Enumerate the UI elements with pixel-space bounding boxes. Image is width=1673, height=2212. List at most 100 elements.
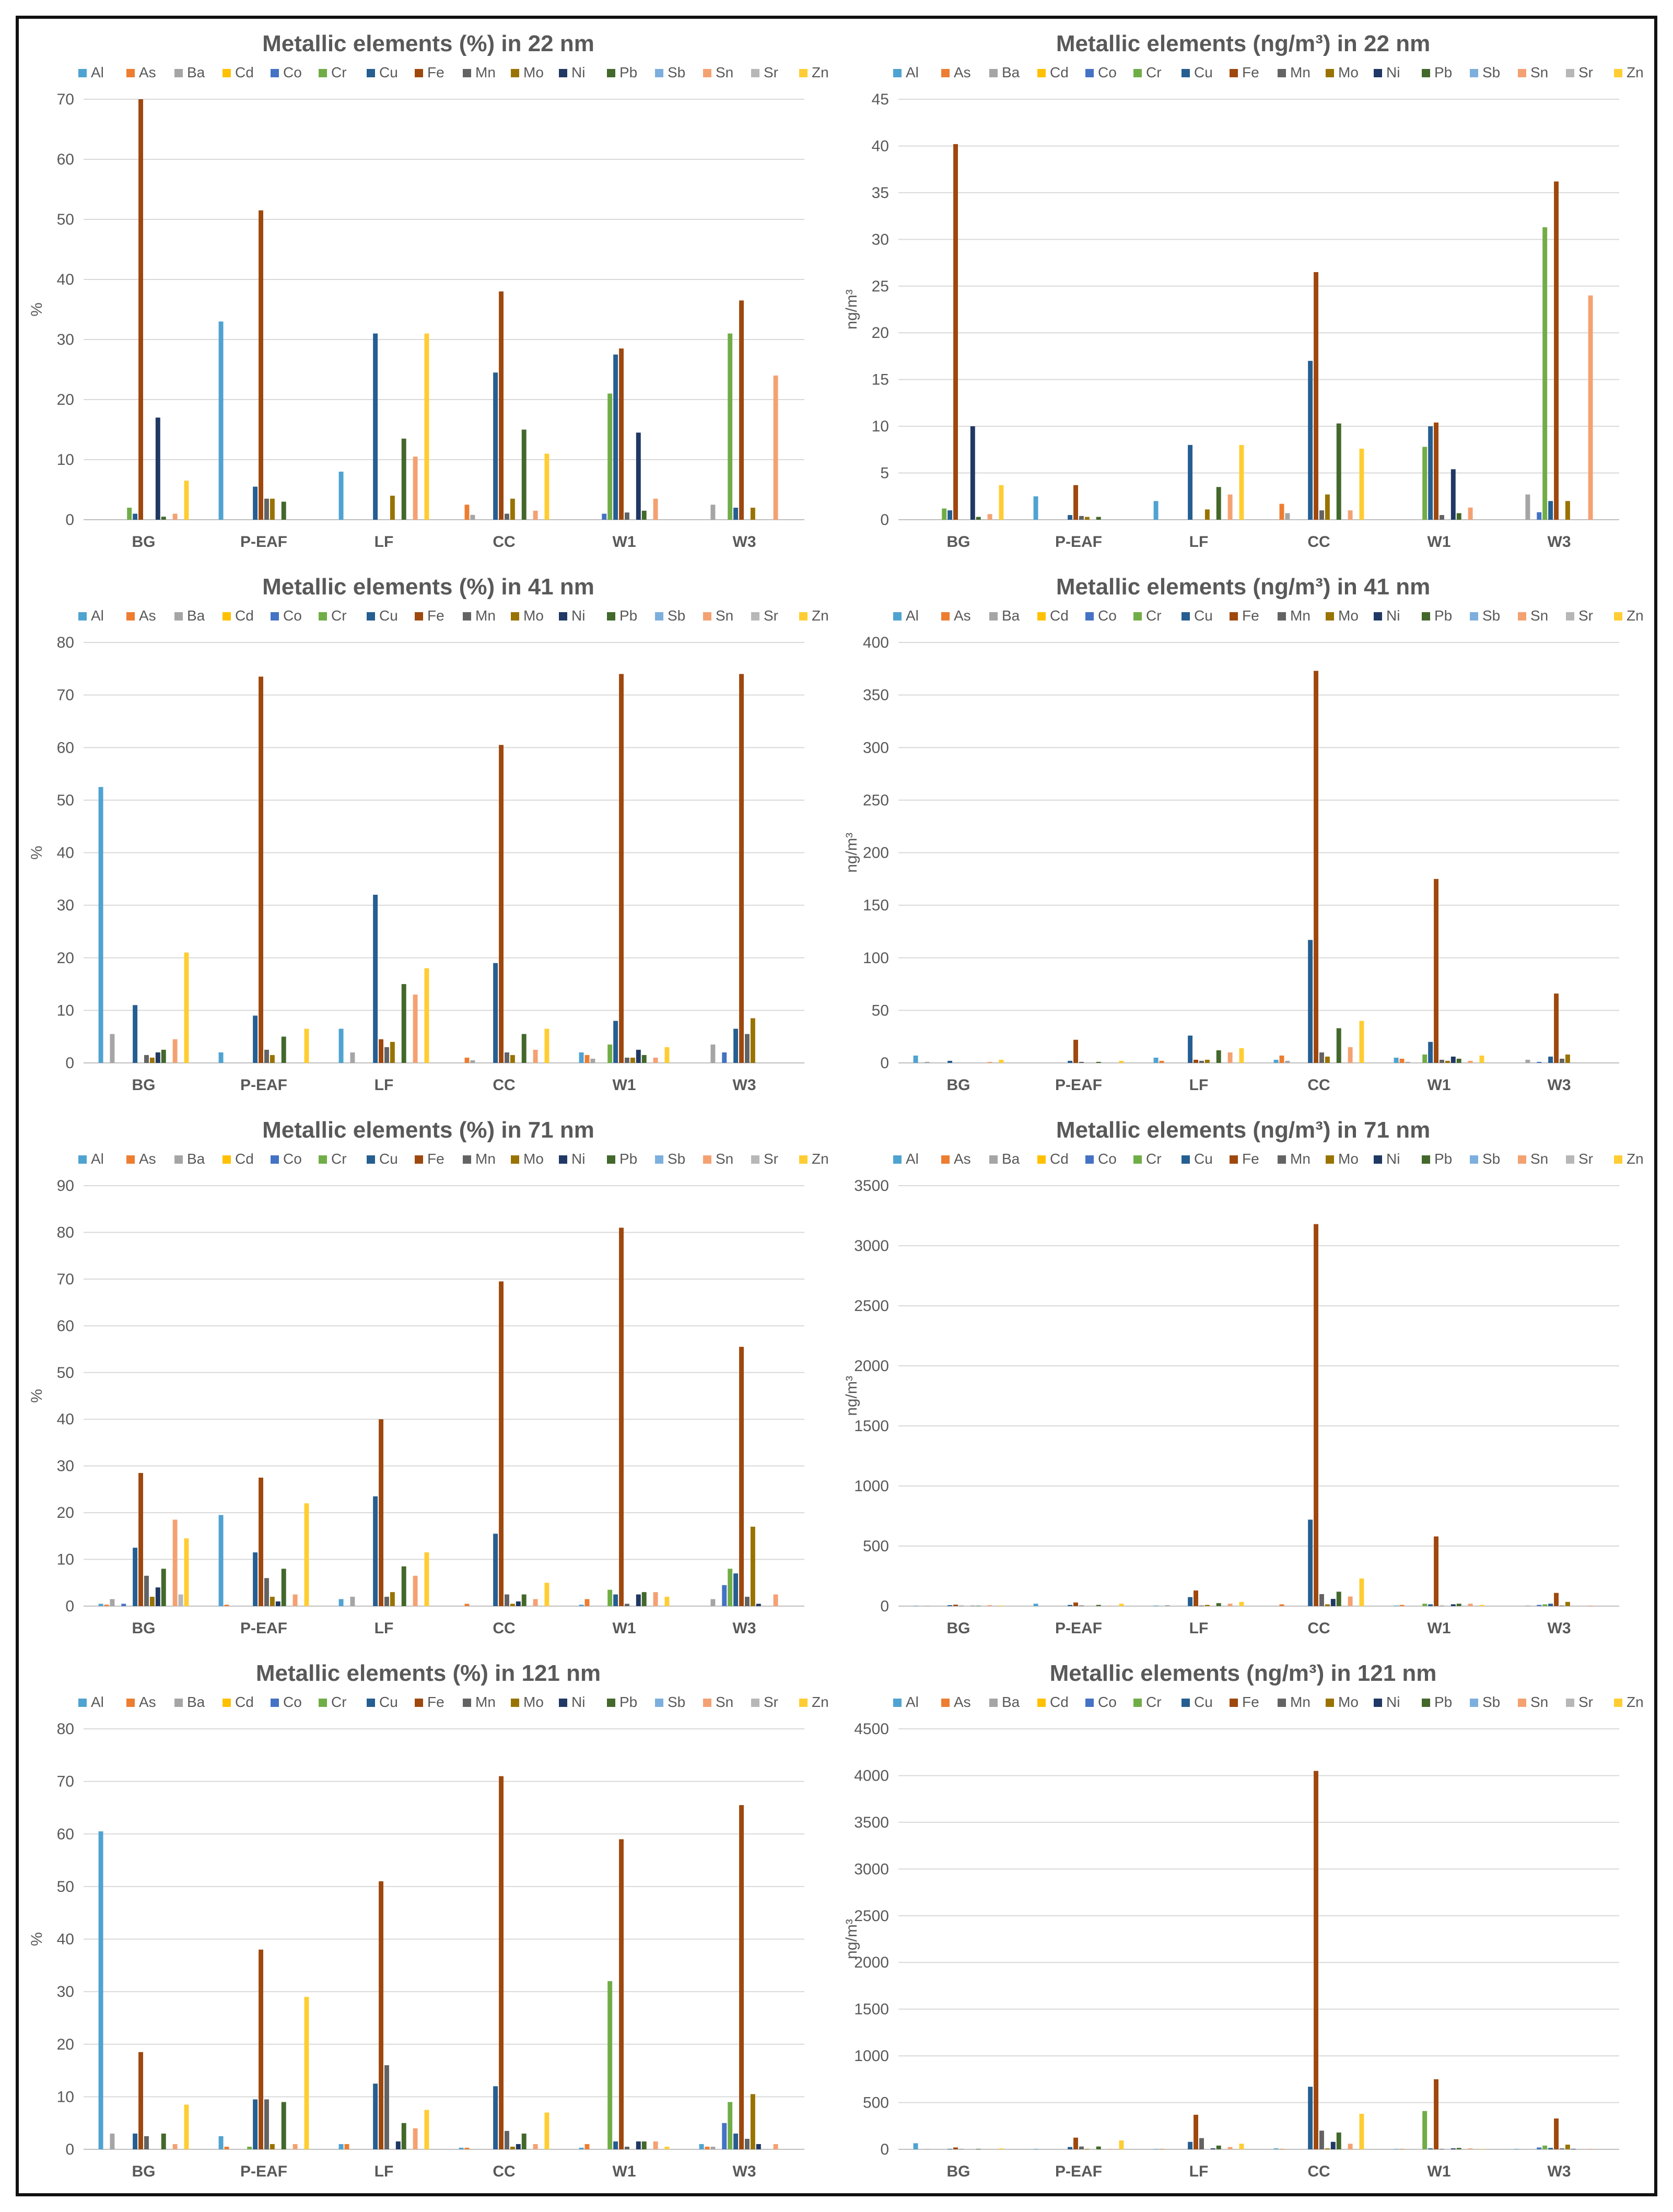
- bar-cu-p-eaf: [1068, 2147, 1073, 2149]
- legend-swatch-cd: [223, 1155, 231, 1164]
- x-tick-label: BG: [132, 1620, 156, 1637]
- bar-fe-bg: [953, 2147, 958, 2149]
- legend-swatch-cd: [1037, 1699, 1046, 1707]
- bar-pb-bg: [161, 517, 166, 520]
- x-tick-label: P-EAF: [240, 1076, 287, 1094]
- legend-swatch-mo: [1326, 1699, 1334, 1707]
- y-tick-label: 20: [57, 1504, 74, 1522]
- bar-mo-lf: [1204, 1059, 1210, 1063]
- bar-co-w1: [602, 513, 607, 520]
- x-tick-label: P-EAF: [240, 533, 287, 551]
- legend-swatch-sn: [1518, 612, 1526, 621]
- legend-swatch-as: [941, 1155, 950, 1164]
- legend-swatch-pb: [1422, 1155, 1430, 1164]
- bar-fe-w1: [1434, 2079, 1438, 2149]
- legend-swatch-co: [1085, 612, 1094, 621]
- bar-pb-lf: [1216, 2145, 1221, 2149]
- bar-sn-cc: [533, 1049, 538, 1063]
- bar-mn-cc: [1319, 2131, 1324, 2149]
- legend-label-sn: Sn: [1530, 607, 1548, 624]
- y-tick-label: 40: [57, 1931, 74, 1948]
- x-tick-label: LF: [375, 1076, 394, 1094]
- legend-swatch-ba: [989, 612, 998, 621]
- legend-swatch-ba: [174, 1699, 183, 1707]
- y-axis-label: %: [28, 846, 45, 860]
- x-tick-label: BG: [947, 1620, 970, 1637]
- bar-al-cc: [1273, 1059, 1279, 1063]
- bar-cu-w1: [613, 1021, 618, 1063]
- legend-swatch-ni: [1374, 612, 1382, 621]
- legend-swatch-mn: [1278, 69, 1286, 77]
- bar-as-lf: [1159, 1060, 1164, 1063]
- y-tick-label: 4500: [854, 1721, 889, 1738]
- bar-mo-cc: [1325, 2148, 1330, 2149]
- bar-ni-w1: [636, 1049, 641, 1063]
- y-tick-label: 350: [863, 687, 889, 704]
- legend-swatch-sn: [703, 1699, 711, 1707]
- legend-label-mn: Mn: [1290, 1694, 1311, 1710]
- y-tick-label: 50: [57, 792, 74, 809]
- legend-label-as: As: [954, 64, 971, 80]
- bar-as-w1: [584, 1055, 590, 1063]
- y-tick-label: 10: [872, 418, 889, 435]
- chart-pct41: Metallic elements (%) in 41 nm Al As Ba Cd Co…: [28, 574, 829, 1094]
- bar-mn-w3: [745, 1034, 750, 1063]
- legend-label-sr: Sr: [764, 607, 778, 624]
- legend-label-al: Al: [91, 1151, 104, 1167]
- y-tick-label: 0: [880, 511, 889, 529]
- bar-fe-w3: [739, 300, 744, 520]
- legend-swatch-ni: [559, 612, 567, 621]
- legend-swatch-pb: [607, 1699, 615, 1707]
- x-tick-label: W1: [1428, 2163, 1451, 2180]
- legend-swatch-as: [126, 612, 135, 621]
- legend-label-cd: Cd: [1050, 1151, 1069, 1167]
- legend-swatch-zn: [799, 69, 808, 77]
- chart-pct22: Metallic elements (%) in 22 nm Al As Ba Cd Co…: [28, 31, 829, 551]
- legend-label-mn: Mn: [475, 1694, 496, 1710]
- bar-mo-bg: [149, 1057, 155, 1063]
- bar-pb-bg: [161, 1049, 166, 1063]
- bar-zn-cc: [544, 1583, 549, 1606]
- y-tick-label: 3000: [854, 1860, 889, 1878]
- y-tick-label: 60: [57, 1317, 74, 1335]
- legend-swatch-cd: [223, 612, 231, 621]
- bar-fe-lf: [1194, 1590, 1198, 1606]
- bar-mo-cc: [1325, 494, 1330, 520]
- bar-ba-bg: [110, 1034, 115, 1063]
- legend-swatch-as: [126, 1155, 135, 1164]
- bar-mo-cc: [510, 498, 515, 520]
- bar-as-w1: [1399, 1058, 1405, 1063]
- legend-swatch-sr: [751, 1155, 759, 1164]
- bar-cu-w3: [733, 508, 739, 520]
- bar-zn-bg: [184, 952, 189, 1063]
- bar-fe-cc: [1314, 1224, 1318, 1606]
- bar-zn-lf: [424, 333, 429, 520]
- legend-swatch-ni: [1374, 69, 1382, 77]
- bar-al-p-eaf: [218, 1515, 224, 1606]
- x-tick-label: CC: [1307, 533, 1330, 551]
- legend-swatch-ba: [174, 69, 183, 77]
- x-tick-label: W3: [1548, 533, 1571, 551]
- legend-swatch-mn: [463, 612, 471, 621]
- legend-swatch-zn: [1614, 69, 1622, 77]
- y-tick-label: 2000: [854, 1357, 889, 1375]
- y-axis-label: %: [28, 1389, 45, 1403]
- legend-label-fe: Fe: [427, 607, 444, 624]
- bar-pb-bg: [161, 2133, 166, 2149]
- bar-fe-cc: [1314, 671, 1318, 1063]
- bar-al-bg: [98, 1831, 103, 2149]
- y-tick-label: 0: [65, 1055, 74, 1072]
- x-tick-label: LF: [1189, 533, 1209, 551]
- y-tick-label: 80: [57, 1224, 74, 1241]
- bar-cu-bg: [947, 1605, 953, 1606]
- bar-pb-cc: [1336, 1028, 1341, 1063]
- legend-swatch-mn: [463, 1699, 471, 1707]
- legend-label-cd: Cd: [235, 64, 254, 80]
- x-tick-label: P-EAF: [240, 2163, 287, 2180]
- bar-mo-lf: [390, 496, 395, 520]
- bar-fe-p-eaf: [1073, 1602, 1078, 1606]
- legend-label-sr: Sr: [764, 1694, 778, 1710]
- bar-sn-w1: [1468, 1604, 1473, 1606]
- legend-label-cu: Cu: [1194, 1151, 1213, 1167]
